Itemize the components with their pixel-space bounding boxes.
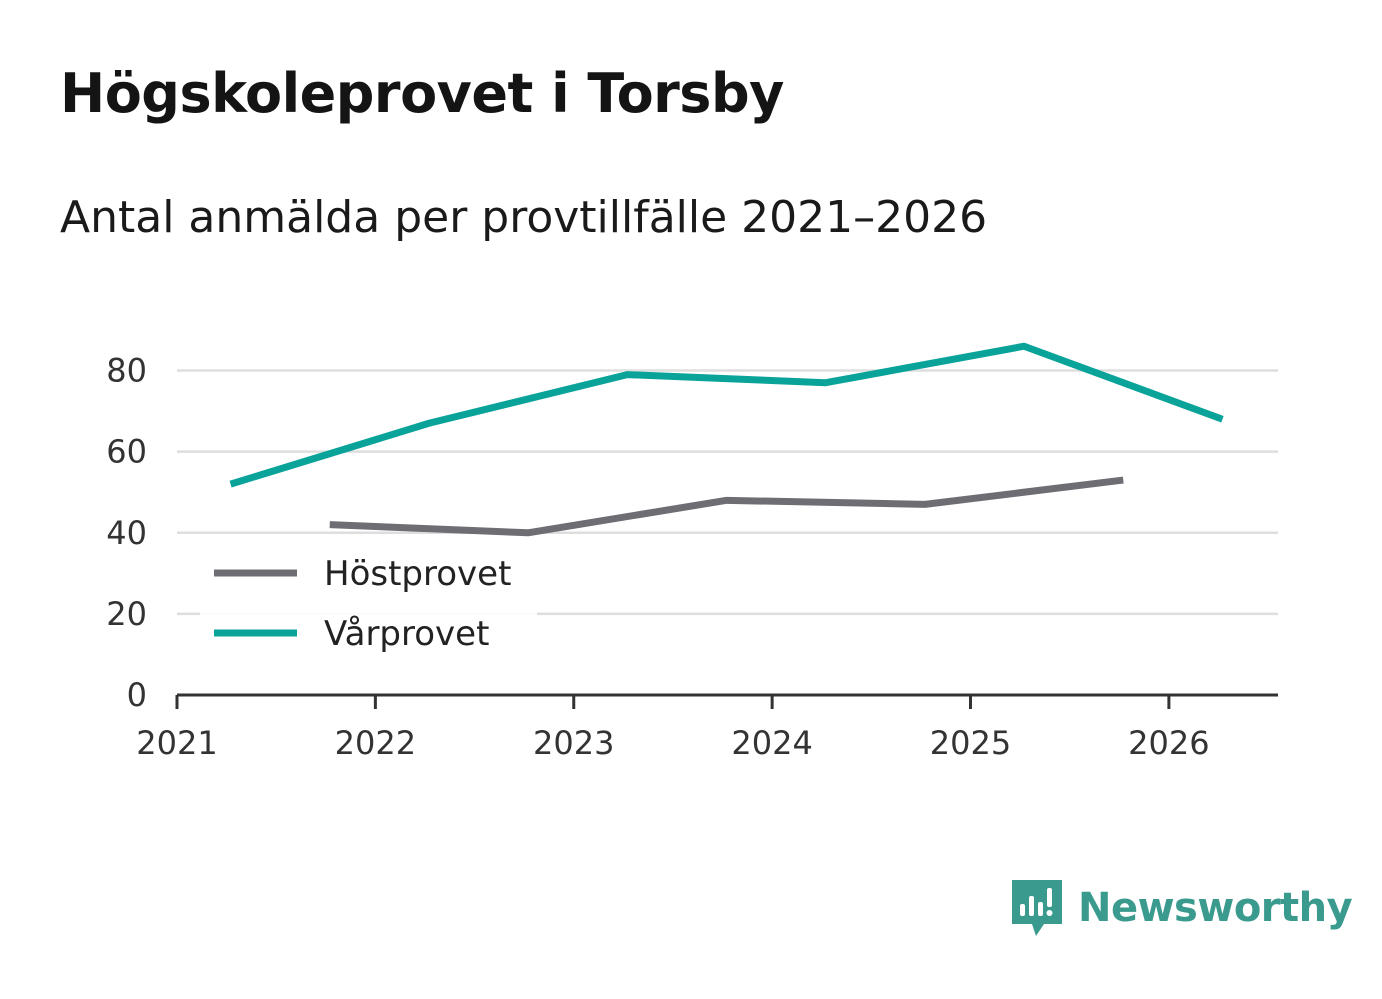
chart-subtitle: Antal anmälda per provtillfälle 2021–202… [60,192,988,243]
x-tick-label: 2025 [930,724,1011,762]
series-line-höstprovet [329,476,1124,537]
y-tick-label: 40 [106,514,147,552]
y-tick-label: 20 [106,595,147,633]
y-tick-label: 60 [106,433,147,471]
x-tick-label: 2021 [136,724,217,762]
legend-label: Vårprovet [324,614,489,654]
y-tick-label: 0 [127,676,147,714]
x-tick-label: 2024 [731,724,812,762]
legend-label: Höstprovet [324,554,511,594]
x-tick-label: 2023 [533,724,614,762]
legend: Höstprovet Vårprovet [200,543,537,660]
brand-name: Newsworthy [1078,885,1353,931]
y-tick-label: 80 [106,352,147,390]
newsworthy-logo: Newsworthy [1010,876,1353,940]
series-line-vårprovet [229,342,1224,488]
y-axis-labels: 0 20 40 60 80 [106,352,147,714]
chart-title: Högskoleprovet i Torsby [60,62,784,125]
newsworthy-logo-icon [1012,880,1062,936]
x-tick-label: 2026 [1128,724,1209,762]
x-tick-label: 2022 [335,724,416,762]
x-axis [175,693,1278,709]
legend-background [200,543,537,660]
x-axis-labels: 2021 2022 2023 2024 2025 2026 [136,724,1209,762]
series-lines [229,342,1224,537]
